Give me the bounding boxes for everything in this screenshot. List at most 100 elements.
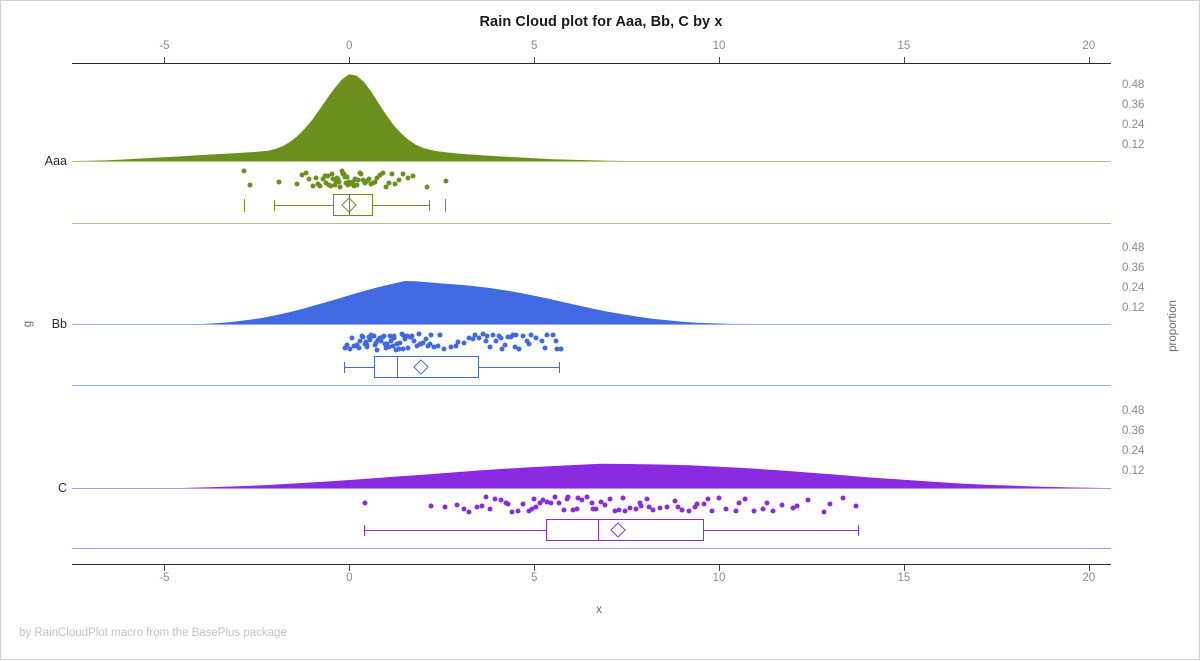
jitter-dot	[366, 176, 372, 182]
jitter-dot	[736, 500, 742, 506]
proportion-tick-label: 0.48	[1122, 405, 1145, 417]
x-axis-title: x	[596, 604, 602, 616]
jitter-dot	[378, 338, 384, 344]
jitter-dot	[537, 500, 543, 506]
jitter-dot	[333, 178, 339, 184]
jitter-dot	[362, 500, 368, 506]
jitter-dot	[329, 171, 335, 177]
group-label-c: C	[57, 481, 67, 495]
boxplot-median	[349, 194, 351, 216]
jitter-dot	[392, 181, 398, 187]
jitter-dot	[528, 332, 534, 338]
boxplot-cap-low	[364, 525, 366, 536]
jitter-dot	[612, 508, 618, 514]
x-axis-tick-label: -5	[159, 40, 170, 52]
boxplot-box	[373, 356, 480, 378]
jitter-dot	[575, 495, 581, 501]
footer-credit: by RainCloudPlot macro from the BasePlus…	[19, 627, 287, 639]
jitter-dot	[342, 345, 348, 351]
x-axis-tick	[349, 57, 351, 63]
jitter-dot	[347, 346, 353, 352]
proportion-tick-label: 0.48	[1122, 242, 1145, 254]
jitter-dot	[827, 501, 833, 507]
jitter-dot	[404, 333, 410, 339]
proportion-tick-label: 0.36	[1122, 99, 1145, 111]
jitter-dot	[492, 496, 498, 502]
group-label-bb: Bb	[51, 317, 67, 331]
jitter-dot	[733, 508, 739, 514]
jitter-dot	[524, 338, 530, 344]
x-axis-tick-label: 0	[346, 40, 353, 52]
proportion-tick-label: 0.12	[1122, 139, 1145, 151]
jitter-dot	[373, 340, 379, 345]
jitter-dot	[339, 168, 345, 174]
x-axis-tick	[903, 565, 905, 571]
x-axis-tick-label: 10	[712, 40, 726, 52]
jitter-dot	[325, 173, 331, 179]
jitter-dot	[483, 338, 489, 344]
jitter-dot	[276, 179, 282, 185]
proportion-tick-label: 0.48	[1122, 79, 1145, 91]
jitter-dot	[493, 338, 499, 344]
jitter-dot	[466, 509, 472, 515]
jitter-dot	[357, 338, 363, 344]
jitter-dot	[516, 346, 522, 352]
jitter-dot	[853, 503, 859, 509]
x-axis-tick	[719, 565, 721, 571]
panel-divider	[72, 548, 1111, 549]
jitter-dot	[790, 505, 796, 511]
jitter-dot	[705, 496, 711, 502]
boxplot-outlier-low	[243, 199, 245, 212]
x-axis-tick	[1088, 565, 1090, 571]
jitter-dot	[553, 338, 559, 344]
jitter-dot	[352, 176, 358, 182]
boxplot-whisker-low	[273, 205, 333, 206]
x-axis-tick	[164, 565, 166, 571]
jitter-dot	[508, 334, 514, 340]
jitter-dot	[344, 174, 350, 180]
jitter-dot	[400, 171, 406, 177]
jitter-dot	[396, 346, 402, 352]
jitter-dot	[408, 334, 414, 340]
jitter-dot	[400, 332, 406, 338]
proportion-tick-label: 0.24	[1122, 282, 1145, 294]
jitter-dot	[428, 503, 434, 509]
panel-divider	[72, 223, 1111, 224]
jitter-dot	[716, 495, 722, 501]
jitter-dot	[498, 335, 504, 341]
jitter-dot	[344, 342, 350, 348]
jitter-dot	[483, 494, 489, 500]
boxplot-cap-high	[559, 362, 561, 373]
jitter-dot	[374, 175, 380, 181]
jitter-dot	[602, 502, 608, 508]
jitter-dot	[360, 177, 366, 183]
jitter-dot	[484, 333, 490, 339]
jitter-dot	[377, 335, 383, 341]
jitter-dot	[499, 346, 505, 352]
boxplot-cap-low	[343, 362, 345, 373]
jitter-dot	[310, 183, 316, 189]
group-label-aaa: Aaa	[44, 154, 67, 168]
jitter-dot	[552, 494, 558, 500]
x-axis-tick-label: 0	[346, 572, 353, 584]
x-axis-tick	[164, 57, 166, 63]
jitter-dot	[554, 346, 560, 352]
jitter-dot	[509, 509, 515, 515]
jitter-dot	[355, 177, 361, 183]
jitter-dot	[328, 183, 334, 189]
jitter-dot	[396, 177, 402, 183]
jitter-dot	[336, 179, 342, 185]
jitter-dot	[417, 341, 423, 347]
x-axis-tick	[1088, 57, 1090, 63]
panel-divider	[72, 385, 1111, 386]
jitter-dot	[505, 334, 511, 340]
jitter-dot	[533, 504, 539, 510]
jitter-dot	[299, 172, 305, 178]
jitter-dot	[427, 341, 433, 347]
jitter-dot	[466, 335, 472, 341]
jitter-dot	[633, 506, 639, 512]
jitter-dot	[337, 184, 343, 190]
jitter-dot	[512, 344, 518, 350]
jitter-dot	[387, 333, 393, 339]
